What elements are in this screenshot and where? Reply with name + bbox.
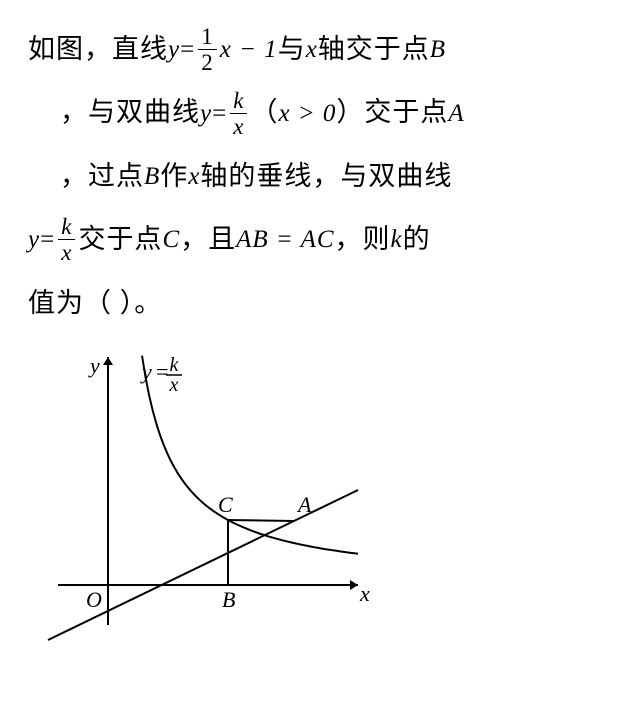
frac-den: x [58,239,75,264]
text-line-1: 如图，直线 y = 1 2 x − 1 与 x 轴交于点 B [28,20,612,79]
var-C: C [162,212,180,267]
fraction: k x [58,215,75,264]
svg-text:B: B [222,587,235,612]
text-line-2: ，与双曲线 y = k x （ x > 0 ）交于点 A [28,83,612,142]
text-fragment: ，与双曲线 [60,83,200,142]
svg-text:C: C [218,492,233,517]
formula-hyp-eq-2: y = k x [28,212,78,267]
var-A: A [448,86,464,141]
var-B: B [430,22,446,77]
formula-hyp-eq: y = k x [200,86,250,141]
frac-num: 1 [198,25,217,49]
text-fragment: ，且 [180,210,236,269]
frac-num: k [58,215,75,239]
formula-eq: = [180,22,195,77]
var-x: x [306,22,318,77]
formula-cond: x > 0 [278,86,336,141]
svg-text:O: O [86,587,102,612]
formula-eq: = [212,86,227,141]
text-line-4: y = k x 交于点 C ，且 AB = AC ，则 k 的 [28,210,612,269]
text-fragment: 值为（ ）。 [28,274,162,333]
text-fragment: 轴的垂线，与双曲线 [200,147,452,206]
svg-text:=: = [156,359,168,384]
text-fragment: （ [250,83,278,142]
svg-text:y: y [140,359,152,384]
svg-text:x: x [169,374,179,396]
var-x: x [188,149,200,204]
text-fragment: 的 [403,210,431,269]
text-line-5: 值为（ ）。 [28,274,612,333]
formula-lhs: y [28,212,40,267]
text-fragment: 轴交于点 [318,20,430,79]
fraction: k x [230,89,247,138]
text-fragment: ，过点 [60,147,144,206]
text-fragment: ）交于点 [336,83,448,142]
var-B: B [144,149,160,204]
svg-text:y: y [88,353,100,378]
var-k: k [391,212,403,267]
diagram-container: OxyBCAy=kx [38,345,612,650]
formula-ABAC: AB = AC [236,212,334,267]
formula-eq: = [40,212,55,267]
problem-text: 如图，直线 y = 1 2 x − 1 与 x 轴交于点 B ，与双曲线 y =… [28,20,612,333]
formula-rest: x − 1 [220,22,278,77]
svg-text:x: x [359,581,370,606]
text-fragment: 作 [160,147,188,206]
text-fragment: 如图，直线 [28,20,168,79]
fraction: 1 2 [198,25,217,74]
text-fragment: 与 [278,20,306,79]
diagram-svg: OxyBCAy=kx [38,345,378,645]
frac-den: x [230,113,247,138]
text-line-3: ，过点 B 作 x 轴的垂线，与双曲线 [28,147,612,206]
svg-text:k: k [170,354,180,376]
formula-line-eq: y = 1 2 x − 1 [168,22,278,77]
frac-num: k [230,89,247,113]
frac-den: 2 [198,49,217,74]
formula-lhs: y [168,22,180,77]
formula-lhs: y [200,86,212,141]
svg-text:A: A [296,492,312,517]
text-fragment: ，则 [335,210,391,269]
text-fragment: 交于点 [78,210,162,269]
